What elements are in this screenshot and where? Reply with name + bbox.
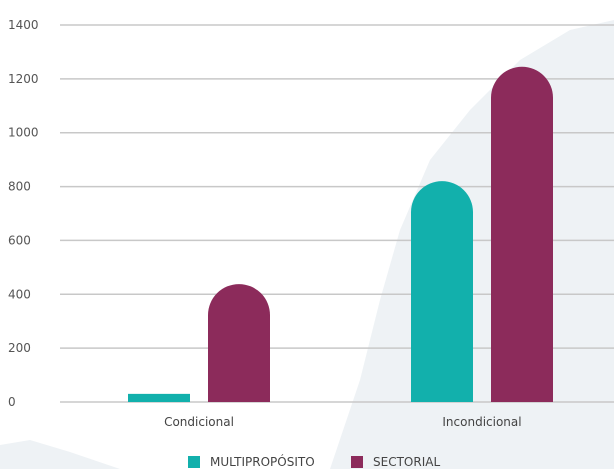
legend-swatch [188,456,200,468]
y-tick-label: 800 [8,180,31,194]
bar-multiprop-sito-incondicional [411,181,473,402]
x-axis-category-labels: Condicional Incondicional [164,415,522,429]
y-tick-label: 600 [8,233,31,247]
legend-swatch [351,456,363,468]
bar-sectorial-condicional [208,284,270,402]
y-tick-label: 1400 [8,18,39,32]
y-tick-label: 1000 [8,126,39,140]
bars [128,66,553,402]
x-category-label: Incondicional [442,415,521,429]
y-tick-label: 200 [8,341,31,355]
bar-sectorial-incondicional [491,66,553,402]
y-tick-label: 1200 [8,72,39,86]
bar-multiprop-sito-condicional [128,393,190,402]
legend-item: MULTIPROPÓSITO [188,454,315,469]
legend: MULTIPROPÓSITO SECTORIAL [188,454,440,469]
legend-item: SECTORIAL [351,455,440,469]
y-tick-label: 0 [8,395,16,409]
legend-label: SECTORIAL [373,455,440,469]
y-axis-tick-labels: 0 200 400 600 800 1000 1200 1400 [8,18,39,409]
y-tick-label: 400 [8,287,31,301]
x-category-label: Condicional [164,415,234,429]
legend-label: MULTIPROPÓSITO [210,454,315,469]
